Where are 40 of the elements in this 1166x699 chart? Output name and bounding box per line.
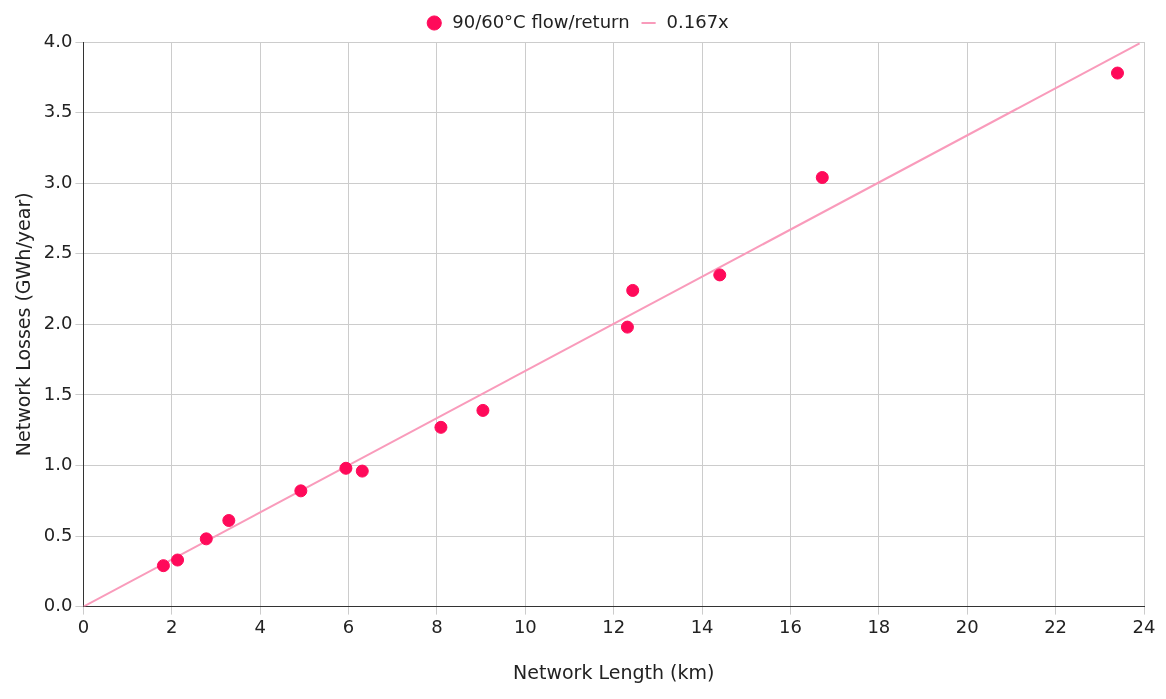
x-tick-label: 10 (513, 616, 537, 638)
x-tick-label: 22 (1044, 616, 1068, 638)
x-tick-label: 18 (867, 616, 891, 638)
point (222, 514, 236, 527)
point (294, 484, 308, 498)
point (1110, 66, 1124, 80)
y-tick-label: 0.0 (43, 594, 73, 616)
x-tick-label: 12 (602, 616, 626, 638)
point (626, 283, 640, 297)
point (199, 532, 213, 546)
point (620, 320, 634, 334)
y-tick-label: 4.0 (43, 29, 73, 51)
point (815, 171, 829, 184)
x-tick-label: 24 (1132, 616, 1156, 638)
x-axis-title: Network Length (km) (513, 660, 715, 683)
legend-label: 90/60°C flow/return (452, 10, 630, 32)
point (476, 403, 490, 417)
y-tick-label: 2.0 (43, 311, 73, 333)
y-axis-title: Network Losses (GWh/year) (12, 192, 35, 457)
point (156, 559, 170, 573)
y-tick-label: 3.5 (43, 100, 73, 122)
y-tick-label: 2.5 (43, 241, 73, 263)
point (355, 464, 369, 478)
point (339, 461, 353, 475)
point (434, 420, 448, 434)
x-tick-label: 0 (77, 616, 90, 638)
y-tick-label: 1.0 (43, 453, 73, 475)
x-tick-label: 8 (431, 616, 443, 638)
x-tick-label: 14 (690, 616, 714, 638)
y-tick-label: 3.0 (43, 170, 73, 192)
x-tick-label: 16 (779, 616, 802, 638)
legend-label: 0.167x (666, 10, 730, 32)
x-tick-label: 2 (166, 616, 178, 638)
x-tick-label: 20 (955, 616, 979, 638)
y-tick-label: 0.5 (43, 523, 73, 545)
y-tick-label: 1.5 (43, 382, 73, 404)
x-tick-label: 4 (254, 616, 266, 638)
point (171, 553, 185, 567)
point (713, 268, 727, 282)
x-tick-label: 6 (342, 616, 355, 638)
